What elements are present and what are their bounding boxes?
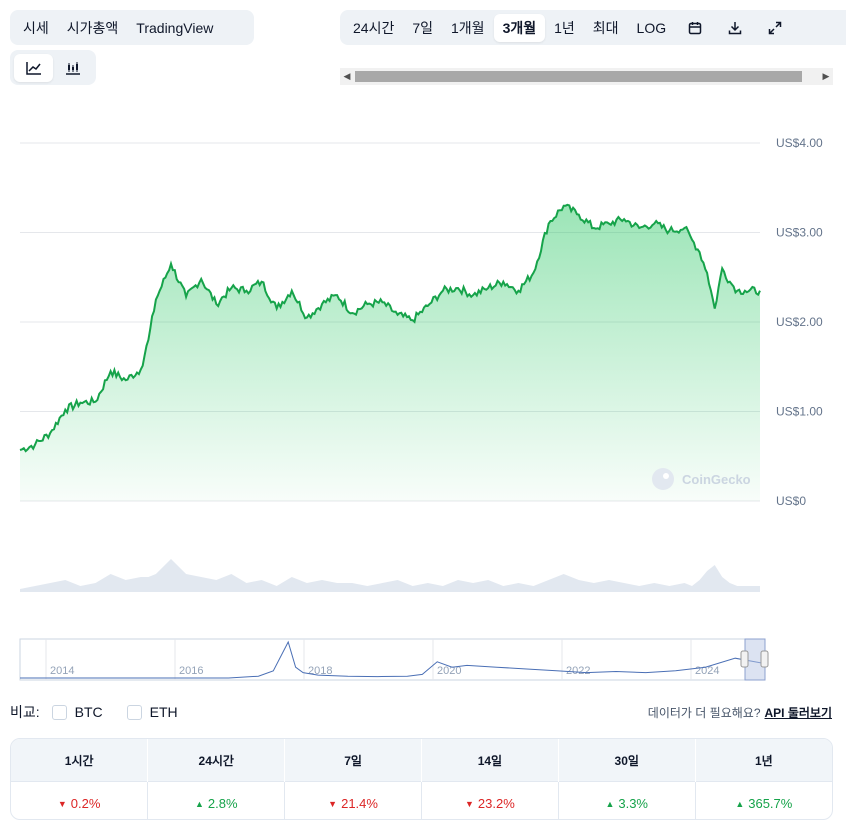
compare-eth-label[interactable]: ETH [149, 704, 178, 720]
calendar-icon[interactable] [675, 14, 715, 42]
range-24h[interactable]: 24시간 [353, 19, 395, 36]
range-max[interactable]: 최대 [592, 19, 619, 36]
performance-header: 7일 [284, 739, 422, 782]
navigator-tick-label: 2020 [437, 665, 461, 677]
scroll-right-icon[interactable]: ▶ [822, 71, 830, 81]
navigator-axis: 2014 2016 2018 2020 2022 2024 [45, 639, 719, 680]
scroll-left-icon[interactable]: ◀ [343, 71, 351, 81]
performance-percent: 365.7% [748, 795, 793, 811]
performance-header-row: 1시간 24시간 7일 14일 30일 1년 [11, 739, 832, 782]
chart-gridlines [20, 142, 760, 502]
download-icon[interactable] [715, 14, 755, 42]
range-1m[interactable]: 1개월 [451, 19, 485, 36]
volume-series [20, 559, 760, 592]
performance-header: 1시간 [11, 739, 149, 782]
navigator-tick-label: 2016 [179, 665, 203, 677]
y-tick-label: US$4.00 [776, 136, 823, 150]
performance-value: ▼ 21.4% [284, 781, 422, 819]
tab-market-cap[interactable]: 시가총액 [66, 19, 119, 36]
api-note: 데이터가 더 필요해요? API 둘러보기 [648, 704, 832, 721]
compare-btc-label[interactable]: BTC [74, 704, 103, 720]
compare-label: 비교: [10, 704, 40, 720]
range-3m[interactable]: 3개월 [493, 13, 546, 42]
range-1y[interactable]: 1년 [554, 19, 575, 36]
chart-type-buttons [10, 50, 96, 85]
performance-percent: 21.4% [341, 795, 378, 811]
volume-area [20, 559, 760, 592]
range-navigator[interactable]: 2014 2016 2018 2020 2022 2024 [0, 630, 846, 690]
performance-header: 30일 [558, 739, 696, 782]
y-tick-label: US$0 [776, 494, 806, 508]
navigator-line [20, 640, 766, 679]
compare-eth-checkbox[interactable] [126, 704, 142, 720]
line-chart-icon[interactable] [14, 53, 53, 82]
caret-down-icon: ▼ [328, 798, 338, 809]
caret-up-icon: ▲ [605, 798, 615, 809]
performance-value: ▲ 2.8% [147, 781, 286, 819]
compare-row: 비교: BTC ETH [10, 702, 178, 722]
caret-up-icon: ▲ [194, 798, 204, 809]
api-link[interactable]: API 둘러보기 [764, 706, 833, 720]
navigator-left-handle[interactable] [740, 650, 749, 668]
performance-value: ▼ 23.2% [421, 781, 559, 819]
scrollbar-thumb[interactable] [355, 71, 802, 82]
candlestick-chart-icon[interactable] [53, 54, 92, 82]
performance-value: ▲ 365.7% [695, 781, 832, 819]
tab-price[interactable]: 시세 [23, 19, 49, 36]
navigator-tick-label: 2022 [566, 665, 590, 677]
navigator-tick-label: 2014 [50, 665, 74, 677]
range-tabs: 24시간 7일 1개월 3개월 1년 최대 LOG [340, 10, 846, 45]
price-area [20, 204, 760, 502]
performance-table: 1시간 24시간 7일 14일 30일 1년 ▼ 0.2% ▲ 2.8% ▼ 21.4% ▼ 23.2%… [10, 738, 833, 820]
performance-percent: 0.2% [70, 795, 101, 811]
performance-percent: 2.8% [207, 795, 238, 811]
coingecko-watermark: CoinGecko [652, 468, 751, 490]
expand-icon[interactable] [755, 14, 795, 42]
performance-value: ▲ 3.3% [558, 781, 696, 819]
range-scrollbar[interactable]: ◀ ▶ [340, 68, 833, 85]
performance-header: 24시간 [147, 739, 286, 782]
caret-down-icon: ▼ [57, 798, 67, 809]
range-log[interactable]: LOG [636, 19, 667, 36]
navigator-right-handle[interactable] [760, 650, 769, 668]
y-tick-label: US$2.00 [776, 315, 823, 329]
view-tabs: 시세 시가총액 TradingView [10, 10, 254, 45]
performance-percent: 23.2% [477, 795, 515, 811]
performance-header: 1년 [695, 739, 832, 782]
y-tick-label: US$3.00 [776, 226, 823, 240]
y-axis-labels: US$0 US$1.00 US$2.00 US$3.00 US$4.00 [776, 136, 823, 508]
performance-header: 14일 [421, 739, 559, 782]
caret-up-icon: ▲ [735, 798, 745, 809]
performance-percent: 3.3% [618, 795, 648, 811]
compare-btc-checkbox[interactable] [51, 704, 67, 720]
performance-value: ▼ 0.2% [11, 781, 149, 819]
y-tick-label: US$1.00 [776, 405, 823, 419]
tab-tradingview[interactable]: TradingView [136, 19, 214, 36]
watermark-text: CoinGecko [682, 472, 751, 487]
range-7d[interactable]: 7일 [412, 19, 434, 36]
navigator-frame [19, 638, 766, 681]
price-line [19, 203, 761, 453]
more-data-text: 데이터가 더 필요해요? [647, 706, 761, 720]
performance-value-row: ▼ 0.2% ▲ 2.8% ▼ 21.4% ▼ 23.2% ▲ 3.3% ▲ 365.7% [11, 781, 832, 819]
caret-down-icon: ▼ [465, 798, 474, 809]
